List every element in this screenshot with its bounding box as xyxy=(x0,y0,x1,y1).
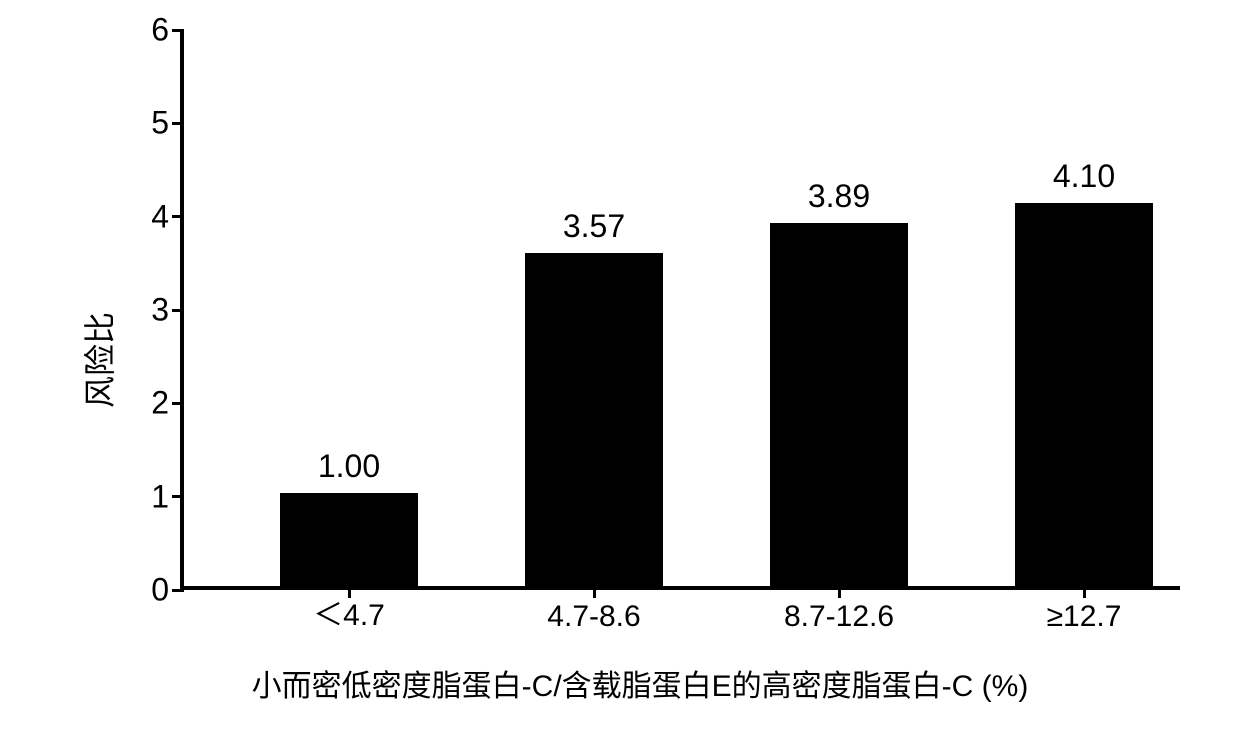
bar-value-label: 1.00 xyxy=(318,448,380,485)
y-tick xyxy=(172,495,184,498)
x-axis-label: 小而密低密度脂蛋白-C/含载脂蛋白E的高密度脂蛋白-C (%) xyxy=(252,661,1029,705)
y-tick xyxy=(172,122,184,125)
y-tick-label: 5 xyxy=(129,105,169,142)
y-tick-label: 2 xyxy=(129,385,169,422)
y-tick xyxy=(172,402,184,405)
bar xyxy=(1015,203,1153,586)
bar xyxy=(770,223,908,586)
x-tick xyxy=(593,586,596,598)
y-tick xyxy=(172,215,184,218)
y-tick xyxy=(172,589,184,592)
bar xyxy=(280,493,418,586)
y-tick-label: 4 xyxy=(129,198,169,235)
x-tick-label: 4.7-8.6 xyxy=(547,600,640,634)
x-tick-label: ＜4.7 xyxy=(313,590,385,634)
y-tick-label: 0 xyxy=(129,572,169,609)
y-tick-label: 3 xyxy=(129,292,169,329)
plot-area: 0123456＜4.71.004.7-8.63.578.7-12.63.89≥1… xyxy=(180,30,1180,590)
bar-value-label: 3.57 xyxy=(563,208,625,245)
x-tick xyxy=(1083,586,1086,598)
y-tick-label: 6 xyxy=(129,12,169,49)
bar-chart: 风险比 0123456＜4.71.004.7-8.63.578.7-12.63.… xyxy=(80,20,1200,700)
y-tick xyxy=(172,29,184,32)
x-tick-label: 8.7-12.6 xyxy=(784,600,894,634)
bar xyxy=(525,253,663,586)
y-tick-label: 1 xyxy=(129,478,169,515)
y-axis-label: 风险比 xyxy=(75,312,121,408)
x-tick xyxy=(838,586,841,598)
x-tick-label: ≥12.7 xyxy=(1047,600,1122,634)
bar-value-label: 3.89 xyxy=(808,178,870,215)
bar-value-label: 4.10 xyxy=(1053,158,1115,195)
y-tick xyxy=(172,309,184,312)
